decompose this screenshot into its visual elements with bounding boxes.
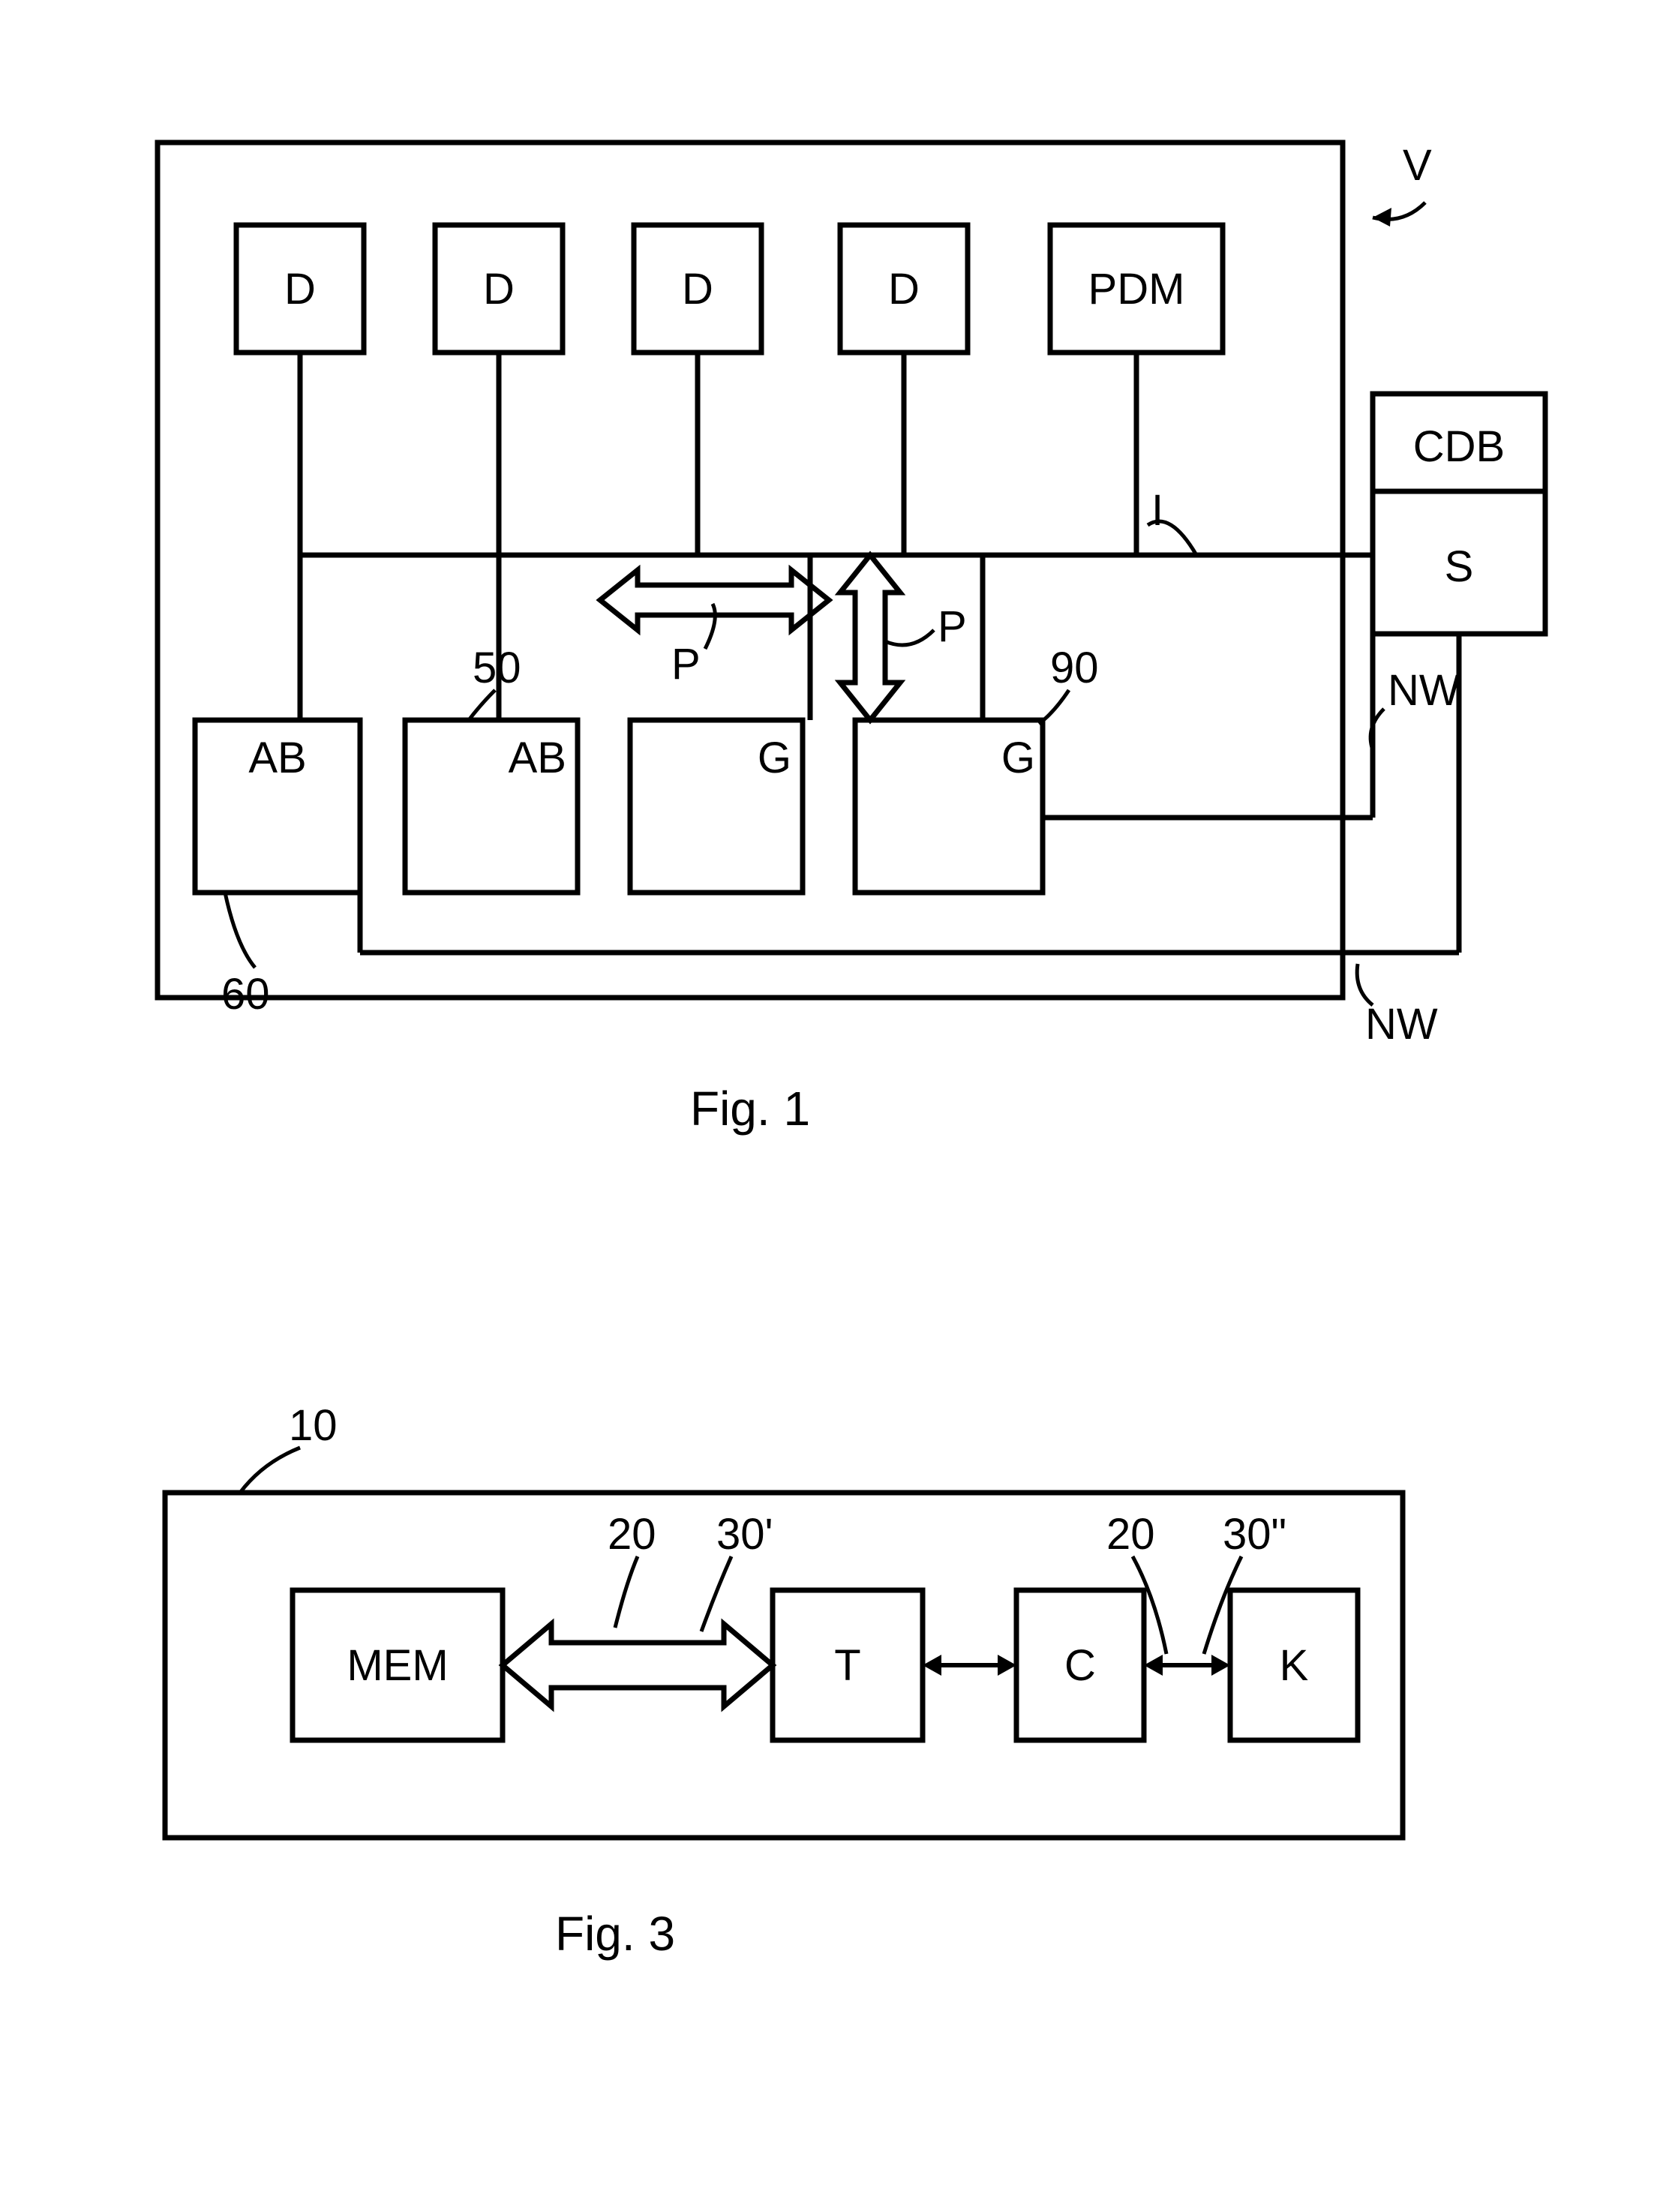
fig1-caption: Fig. 1	[690, 1082, 810, 1136]
mem-label: MEM	[347, 1641, 448, 1690]
g-box-2-label: G	[1001, 734, 1035, 782]
d-box-2-label: D	[483, 265, 515, 314]
lead-20a	[615, 1556, 638, 1628]
label-60: 60	[221, 970, 270, 1019]
v-label: V	[1403, 141, 1432, 190]
cdb-label: CDB	[1413, 422, 1505, 471]
nw2-label: NW	[1365, 1000, 1438, 1049]
p1-lead	[705, 604, 715, 649]
d-box-1-label: D	[284, 265, 316, 314]
v-label-arrow: V	[1373, 141, 1432, 227]
lead-30pp	[1204, 1556, 1241, 1654]
label-90: 90	[1050, 644, 1099, 692]
label-10: 10	[289, 1401, 338, 1450]
g-box-1-label: G	[758, 734, 791, 782]
page: V D D D D PDM I P P AB	[0, 0, 1660, 2212]
label-30pp: 30"	[1223, 1510, 1286, 1559]
lead-30p	[701, 1556, 731, 1631]
top-row-boxes: D D D D PDM	[236, 225, 1223, 353]
lead-60	[225, 893, 255, 968]
nw-lines	[360, 634, 1459, 953]
bottom-row-boxes: AB AB G G	[195, 720, 1043, 893]
i-label: I	[1151, 486, 1163, 535]
nw1-label: NW	[1388, 666, 1460, 715]
t-label: T	[834, 1641, 860, 1690]
fig3-caption: Fig. 3	[555, 1907, 675, 1961]
nw2-lead	[1357, 964, 1373, 1005]
label-30p: 30'	[716, 1510, 773, 1559]
p2-lead	[885, 630, 934, 645]
lead-50	[469, 690, 495, 720]
diagram-canvas: V D D D D PDM I P P AB	[0, 0, 1660, 2212]
fig3-small-arrow-1	[923, 1655, 1016, 1676]
ab-box-2-label: AB	[509, 734, 566, 782]
lead-90	[1039, 690, 1069, 724]
label-50: 50	[473, 644, 521, 692]
d-box-4-label: D	[888, 265, 920, 314]
d-box-3-label: D	[682, 265, 713, 314]
horizontal-double-arrow: P	[600, 570, 829, 689]
p1-label: P	[671, 640, 701, 689]
pdm-box-label: PDM	[1088, 265, 1185, 314]
lead-20b	[1133, 1556, 1166, 1654]
lead-10	[240, 1448, 300, 1493]
k-label: K	[1280, 1641, 1309, 1690]
cdb-s-box: CDB S	[1373, 394, 1545, 634]
s-label: S	[1445, 542, 1474, 591]
label-20b: 20	[1106, 1510, 1155, 1559]
label-20a: 20	[608, 1510, 656, 1559]
ab-box-1-label: AB	[248, 734, 306, 782]
c-label: C	[1064, 1641, 1096, 1690]
fig3-big-arrow	[503, 1624, 773, 1706]
vertical-double-arrow: P	[840, 555, 967, 720]
p2-label: P	[938, 602, 967, 651]
fig3-small-arrow-2	[1144, 1655, 1230, 1676]
